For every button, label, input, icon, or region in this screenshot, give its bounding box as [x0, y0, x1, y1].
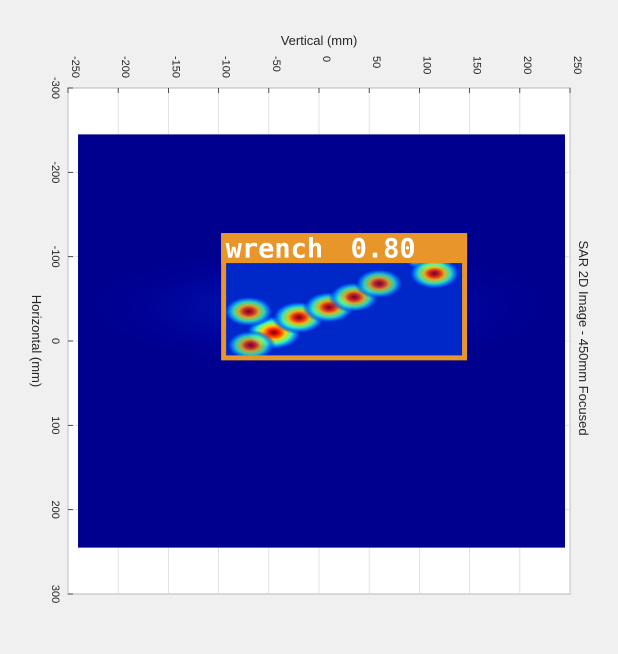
- y-tick-label: 0: [49, 338, 61, 344]
- x-tick-label: 50: [370, 56, 382, 68]
- y-tick-label: 100: [49, 416, 61, 434]
- intensity-hotspot: [225, 329, 276, 361]
- detection-overlay: wrench 0.80: [221, 233, 468, 361]
- y-tick-label: -300: [49, 77, 61, 99]
- x-tick-label: 200: [521, 56, 533, 74]
- x-axis-ticks: -250 -200 -150 -100 -50 0 50 100 150 200 250: [67, 56, 583, 93]
- y-axis-label: Horizontal (mm): [29, 295, 44, 387]
- intensity-hotspot: [354, 268, 405, 299]
- x-axis-label: Vertical (mm): [281, 33, 358, 48]
- y-axis-ticks: -300 -200 -100 0 100 200 300: [49, 77, 73, 603]
- x-tick-label: -50: [270, 56, 282, 72]
- intensity-hotspot: [223, 295, 275, 328]
- x-tick-label: -100: [220, 56, 232, 78]
- chart-title: SAR 2D Image - 450mm Focused: [576, 240, 591, 435]
- x-tick-label: -150: [169, 56, 181, 78]
- x-tick-label: -250: [69, 56, 81, 78]
- y-tick-label: -100: [49, 246, 61, 268]
- y-tick-label: 300: [49, 585, 61, 603]
- intensity-hotspot: [408, 257, 461, 290]
- x-tick-label: 250: [571, 56, 583, 74]
- detection-score: 0.80: [351, 234, 416, 265]
- x-tick-label: -200: [119, 56, 131, 78]
- detection-label-banner: [221, 233, 468, 264]
- detection-label: wrench: [226, 234, 324, 265]
- y-tick-label: -200: [49, 161, 61, 183]
- x-tick-label: 100: [420, 56, 432, 74]
- x-tick-label: 150: [471, 56, 483, 74]
- x-tick-label: 0: [320, 56, 332, 62]
- y-tick-label: 200: [49, 500, 61, 518]
